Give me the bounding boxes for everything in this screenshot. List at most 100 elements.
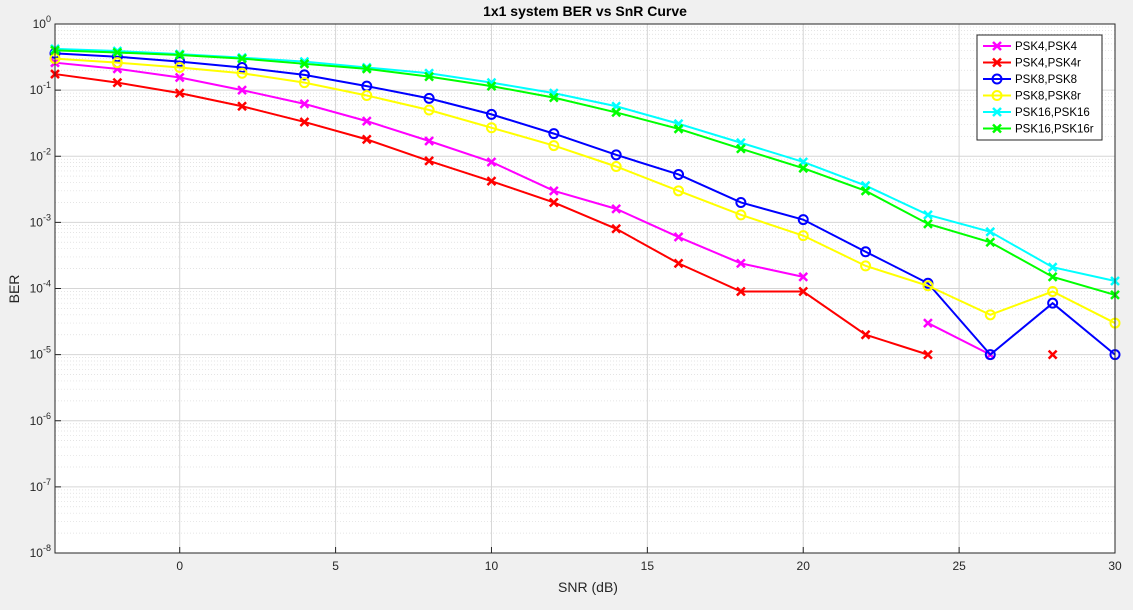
data-point	[299, 98, 310, 109]
data-point	[361, 63, 372, 74]
data-point	[299, 117, 310, 127]
data-point	[486, 81, 497, 91]
data-point	[174, 72, 185, 83]
data-point	[548, 140, 560, 152]
x-tick-label: 0	[176, 559, 183, 573]
series-line	[54, 57, 1116, 324]
y-tick-label: 10-7	[30, 477, 51, 494]
data-point	[174, 61, 186, 73]
data-point	[611, 203, 622, 214]
data-point	[424, 156, 435, 166]
data-point	[735, 209, 747, 221]
data-point	[299, 58, 310, 69]
data-point	[423, 92, 435, 104]
data-point	[985, 226, 996, 237]
data-point	[735, 258, 746, 269]
data-point	[486, 157, 497, 167]
data-point	[797, 230, 809, 242]
data-point	[423, 104, 435, 116]
data-point	[548, 128, 560, 140]
data-point	[111, 57, 123, 69]
data-point	[548, 92, 559, 103]
data-point	[610, 160, 622, 172]
legend: PSK4,PSK4 PSK4,PSK4r PSK8,PSK8 PSK8,PSK8r PS…	[976, 34, 1103, 141]
series-3	[49, 53, 1121, 329]
y-tick-label: 10-2	[30, 146, 51, 163]
data-point	[923, 209, 933, 220]
y-tick-label: 100	[33, 14, 51, 31]
legend-item: PSK16,PSK16r	[983, 124, 1094, 136]
y-tick-label: 10-1	[30, 80, 51, 97]
x-tick-label: 20	[797, 559, 811, 573]
data-point	[923, 318, 933, 328]
data-point	[923, 349, 933, 360]
data-point	[798, 271, 809, 282]
data-point	[298, 77, 310, 89]
data-point	[1047, 297, 1059, 309]
data-point	[236, 67, 248, 79]
data-point	[174, 50, 185, 60]
data-point	[610, 149, 622, 161]
legend-label: PSK4,PSK4	[1015, 41, 1078, 53]
series-layer	[49, 44, 1121, 361]
x-tick-label: 25	[952, 559, 966, 573]
data-point	[860, 260, 872, 272]
y-axis-label: BER	[6, 275, 22, 304]
data-point	[991, 90, 1003, 101]
data-point	[923, 218, 933, 229]
data-point	[424, 136, 435, 146]
data-point	[1047, 271, 1058, 282]
data-point	[174, 56, 186, 68]
legend-label: PSK8,PSK8r	[1015, 91, 1081, 103]
y-tick-label: 10-4	[30, 279, 51, 296]
data-point	[992, 123, 1002, 134]
data-point	[112, 47, 123, 58]
y-tick-label: 10-5	[30, 345, 51, 362]
data-point	[237, 101, 247, 112]
series-2	[49, 47, 1121, 361]
x-tick-label: 5	[332, 559, 339, 573]
series-0	[50, 57, 996, 360]
data-point	[984, 349, 996, 361]
series-line	[54, 49, 1116, 296]
data-point	[922, 280, 934, 292]
data-point	[611, 223, 622, 234]
series-line	[927, 322, 991, 356]
legend-item: PSK4,PSK4r	[983, 58, 1081, 70]
data-point	[673, 232, 684, 242]
y-tick-label: 10-8	[30, 543, 51, 560]
data-point	[485, 122, 497, 134]
data-point	[797, 214, 809, 226]
legend-item: PSK16,PSK16	[983, 107, 1090, 119]
data-point	[486, 176, 497, 187]
data-point	[860, 329, 871, 340]
data-point	[1047, 262, 1058, 273]
data-point	[673, 258, 684, 269]
x-axis-label: SNR (dB)	[558, 579, 618, 595]
data-point	[112, 77, 123, 88]
legend-item: PSK8,PSK8r	[983, 90, 1081, 103]
legend-label: PSK16,PSK16	[1015, 107, 1090, 119]
data-point	[361, 116, 372, 126]
data-point	[673, 123, 684, 134]
y-tick-label: 10-6	[30, 411, 51, 428]
series-line	[54, 52, 1116, 357]
data-point	[237, 53, 247, 64]
data-point	[361, 134, 372, 145]
data-point	[174, 88, 185, 99]
data-point	[992, 41, 1002, 51]
data-point	[1047, 286, 1059, 298]
data-point	[860, 246, 872, 258]
data-point	[673, 168, 685, 180]
x-tick-label: 15	[641, 559, 655, 573]
data-point	[798, 163, 809, 174]
legend-label: PSK16,PSK16r	[1015, 124, 1094, 136]
data-point	[237, 85, 247, 96]
series-5	[50, 45, 1120, 300]
data-point	[548, 185, 559, 196]
data-point	[798, 286, 809, 297]
data-point	[735, 196, 747, 208]
data-point	[673, 185, 685, 197]
data-point	[361, 89, 373, 101]
legend-label: PSK8,PSK8	[1015, 74, 1077, 86]
